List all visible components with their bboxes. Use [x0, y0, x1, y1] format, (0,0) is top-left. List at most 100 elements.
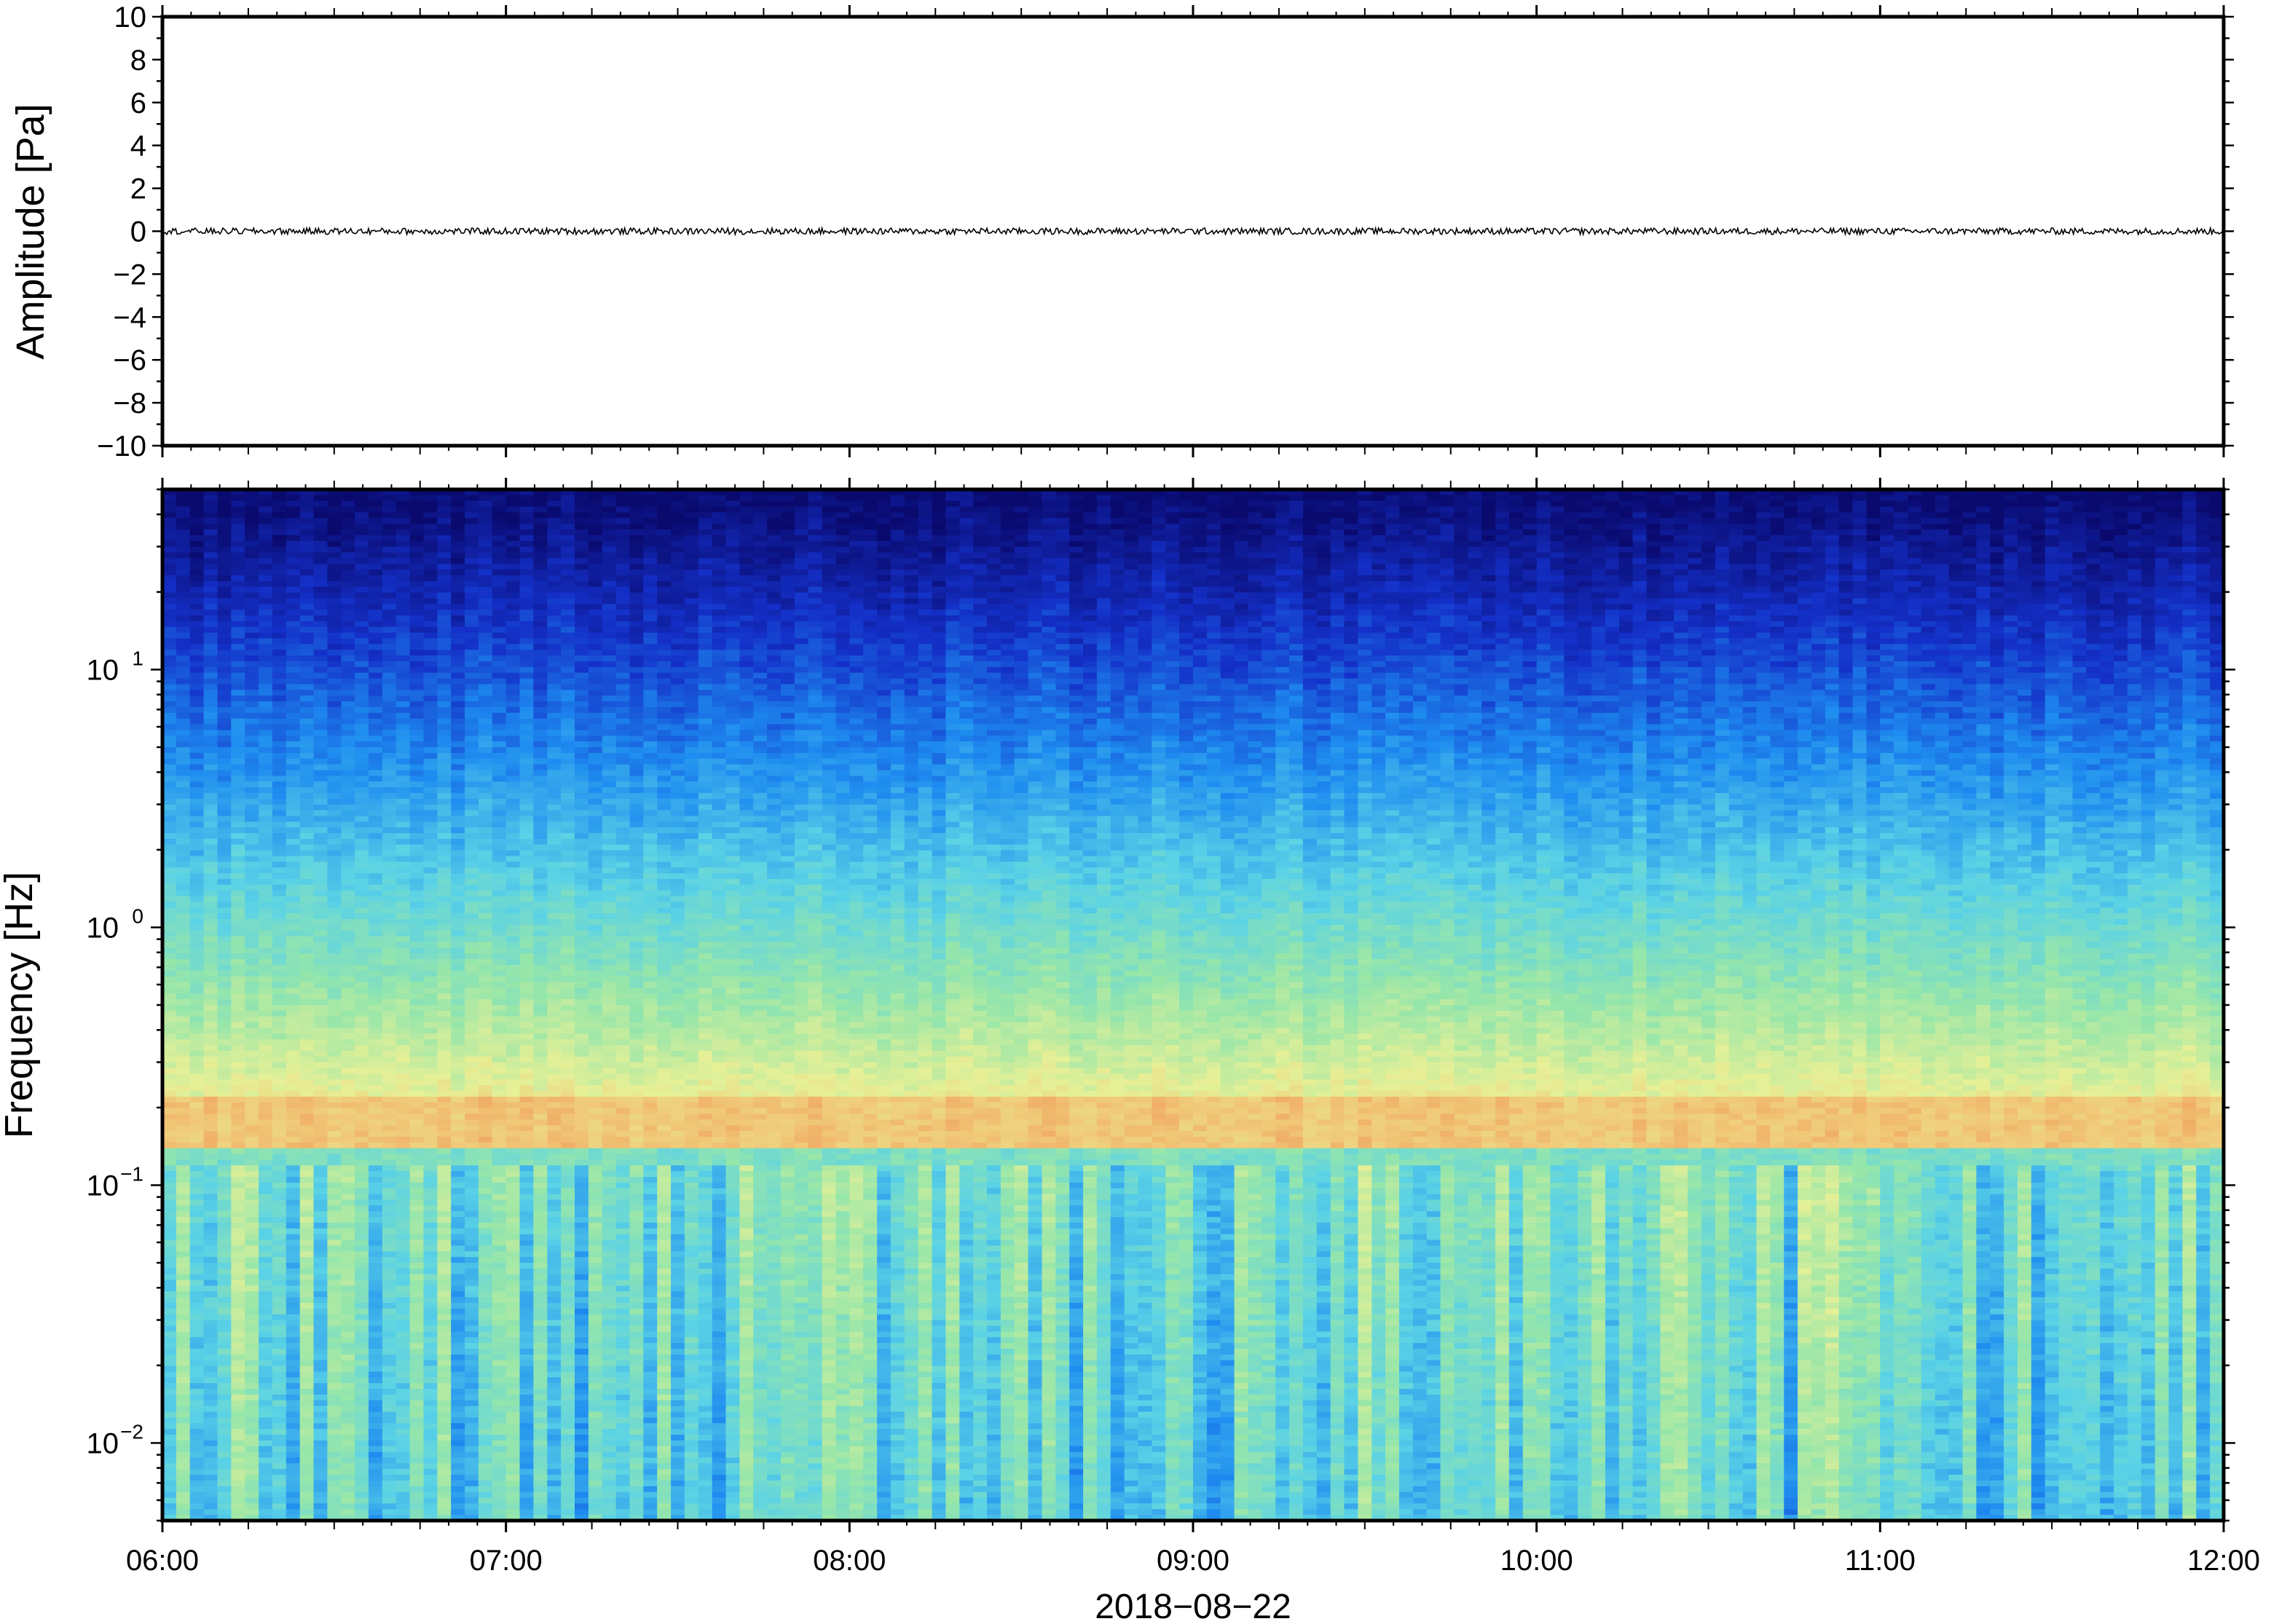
spectrogram-cell [519, 816, 534, 822]
spectrogram-cell [465, 1148, 479, 1155]
spectrogram-cell [217, 1073, 232, 1080]
spectrogram-cell [492, 821, 507, 828]
spectrogram-cell [505, 558, 521, 564]
spectrogram-cell [423, 558, 438, 564]
spectrogram-cell [286, 730, 301, 736]
spectrogram-cell [245, 936, 259, 943]
spectrogram-cell [533, 1182, 548, 1189]
spectrogram-cell [423, 1486, 438, 1493]
spectrogram-cell [395, 518, 411, 524]
spectrogram-cell [478, 1274, 493, 1281]
spectrogram-cell [492, 1091, 507, 1097]
spectrogram-cell [203, 776, 219, 782]
spectrogram-cell [355, 712, 369, 720]
spectrogram-cell [286, 500, 301, 508]
spectrogram-cell [327, 724, 342, 730]
spectrogram-cell [245, 804, 259, 811]
spectrogram-cell [395, 902, 411, 908]
spectrogram-cell [451, 506, 465, 513]
spectrogram-cell [423, 936, 438, 943]
spectrogram-cell [327, 712, 342, 720]
spectrogram-cell [176, 730, 191, 736]
spectrogram-cell [369, 1406, 383, 1413]
spectrogram-cell [272, 524, 287, 530]
spectrogram-cell [505, 781, 521, 788]
spectrogram-cell [341, 598, 355, 604]
spectrogram-cell [203, 816, 219, 822]
spectrogram-cell [423, 907, 438, 914]
spectrogram-cell [176, 810, 191, 816]
spectrogram-cell [465, 764, 479, 771]
spectrogram-cell [245, 878, 259, 886]
spectrogram-cell [423, 1429, 438, 1435]
spectrogram-cell [465, 816, 479, 822]
spectrogram-cell [492, 558, 507, 564]
spectrogram-cell [217, 930, 232, 937]
spectrogram-cell [341, 1446, 355, 1453]
spectrogram-cell [355, 953, 369, 960]
spectrogram-cell [245, 1033, 259, 1040]
spectrogram-cell [382, 873, 397, 880]
spectrogram-cell [259, 1028, 273, 1034]
spectrogram-cell [395, 776, 411, 782]
spectrogram-cell [341, 1515, 355, 1521]
spectrogram-cell [217, 1005, 232, 1012]
spectrogram-cell [465, 1010, 479, 1017]
spectrogram-cell [162, 638, 177, 645]
spectrogram-cell [465, 1280, 479, 1287]
spectrogram-cell [313, 1325, 328, 1332]
spectrogram-cell [176, 489, 191, 496]
spectrogram-cell [189, 701, 205, 708]
spectrogram-cell [286, 1480, 301, 1487]
spectrogram-cell [245, 1050, 259, 1057]
spectrogram-cell [176, 758, 191, 765]
spectrogram-cell [272, 1239, 287, 1246]
spectrogram-cell [162, 1222, 177, 1229]
spectrogram-cell [355, 1285, 369, 1292]
spectrogram-cell [395, 586, 411, 594]
spectrogram-cell [327, 610, 342, 616]
spectrogram-cell [217, 1394, 232, 1401]
spectrogram-cell [451, 884, 465, 891]
spectrogram-cell [409, 850, 425, 857]
spectrogram-cell [369, 724, 383, 730]
spectrogram-cell [189, 838, 205, 845]
spectrogram-cell [313, 924, 328, 931]
spectrogram-cell [217, 1033, 232, 1040]
spectrogram-cell [176, 781, 191, 788]
spectrogram-cell [217, 798, 232, 805]
spectrogram-cell [286, 1475, 301, 1481]
spectrogram-cell [505, 1377, 521, 1384]
spectrogram-cell [203, 706, 219, 714]
spectrogram-cell [465, 661, 479, 668]
spectrogram-cell [505, 787, 521, 794]
spectrogram-cell [259, 706, 273, 714]
spectrogram-cell [217, 970, 232, 977]
spectrogram-cell [313, 1234, 328, 1241]
spectrogram-cell [203, 1251, 219, 1258]
spectrogram-cell [519, 1446, 534, 1453]
spectrogram-cell [162, 1400, 177, 1407]
spectrogram-cell [231, 1268, 245, 1275]
spectrogram-cell [395, 661, 411, 668]
spectrogram-cell [176, 1263, 191, 1269]
spectrogram-cell [382, 718, 397, 725]
spectrogram-cell [395, 1205, 411, 1212]
spectrogram-cell [162, 580, 177, 588]
spectrogram-cell [519, 615, 534, 622]
spectrogram-cell [355, 1016, 369, 1023]
spectrogram-cell [533, 650, 548, 656]
spectrogram-cell [478, 1280, 493, 1287]
spectrogram-cell [409, 1182, 425, 1189]
spectrogram-cell [313, 833, 328, 840]
spectrogram-cell [203, 1337, 219, 1344]
spectrogram-cell [395, 678, 411, 685]
spectrogram-cell [409, 1245, 425, 1252]
spectrogram-cell [478, 1303, 493, 1309]
spectrogram-cell [465, 787, 479, 794]
spectrogram-cell [492, 924, 507, 931]
spectrogram-cell [451, 764, 465, 771]
spectrogram-cell [533, 993, 548, 1000]
spectrogram-cell [492, 1159, 507, 1166]
spectrogram-cell [369, 494, 383, 502]
